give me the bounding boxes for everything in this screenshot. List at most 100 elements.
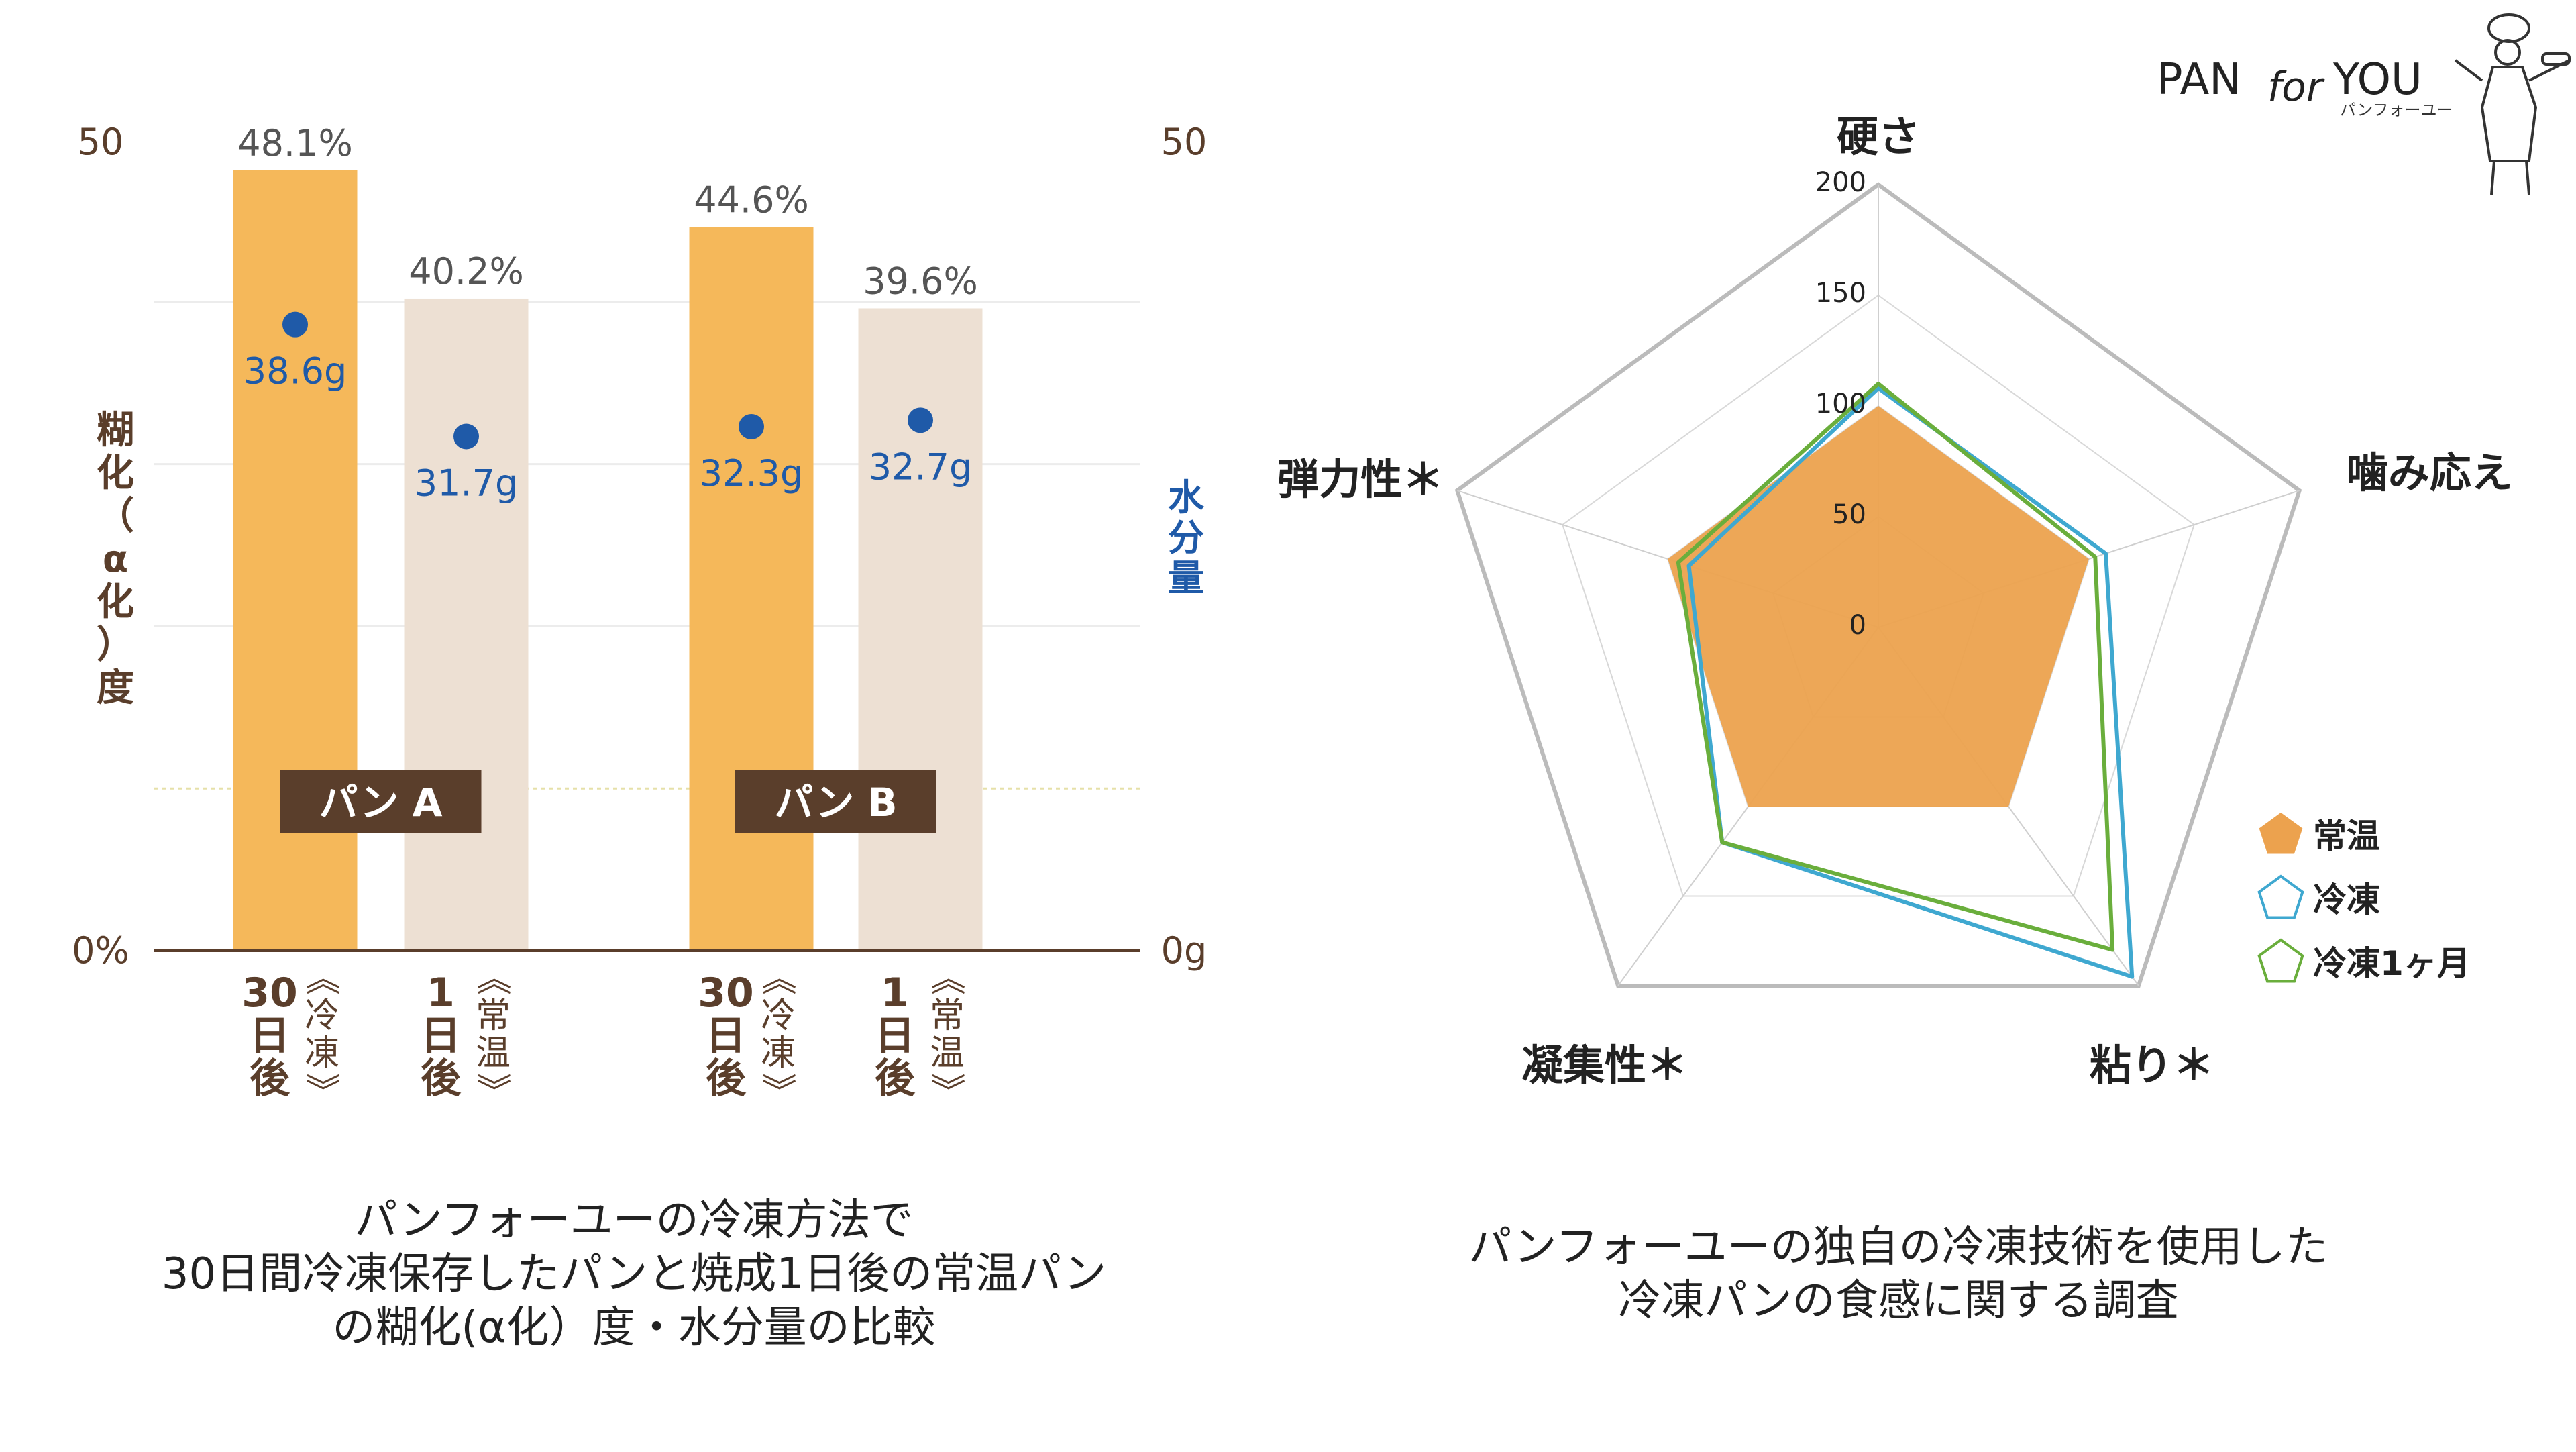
water-dot [282, 311, 308, 338]
left-axis-char: （ [97, 495, 134, 538]
bar-x-label: 温 [930, 1033, 965, 1074]
radar-axis-label: 弾力性＊ [1277, 455, 1444, 504]
legend-label: 冷凍1ヶ月 [2313, 944, 2471, 983]
left-axis-char: 糊 [97, 409, 134, 452]
left-axis-char: ） [97, 623, 134, 667]
brand-logo: PAN for YOU パンフォーユー [2157, 13, 2571, 195]
bar-x-label: 《 [472, 960, 513, 995]
bar [404, 298, 529, 951]
radar-caption-line: パンフォーユーの独自の冷凍技術を使用した [1468, 1223, 2328, 1272]
bar-x-label: 《 [757, 960, 798, 995]
bar-x-label: 》 [926, 1073, 967, 1108]
bar [858, 308, 983, 951]
bar-x-label: 後 [421, 1055, 462, 1102]
bar-x-label: 30 [698, 970, 754, 1017]
left-axis-char: 化 [97, 580, 134, 624]
group-label-box [280, 770, 482, 833]
radar-tick-label: 0 [1849, 610, 1866, 641]
radar-tick-label: 200 [1815, 167, 1866, 198]
bar-caption: パンフォーユーの冷凍方法で30日間冷凍保存したパンと焼成1日後の常温パンの糊化(… [162, 1196, 1107, 1353]
brand-kana: パンフォーユー [2340, 101, 2453, 119]
right-axis-label: 水分量 [1168, 476, 1205, 599]
group-label-box [735, 770, 936, 833]
right-tick-top: 50 [1161, 121, 1208, 163]
bar-x-label: 凍 [761, 1033, 796, 1074]
group-label: パン A [319, 780, 443, 825]
left-tick-top: 50 [78, 121, 124, 163]
bar-x-label: 日 [875, 1013, 915, 1059]
radar-line-frozen1m [1676, 382, 2115, 952]
radar-grid-ring [1562, 294, 2195, 897]
left-axis-label: 糊化（α化）度 [97, 409, 134, 710]
bar-x-label: 》 [757, 1073, 798, 1108]
water-value-label: 32.7g [869, 446, 973, 488]
bar-caption-line: 30日間冷凍保存したパンと焼成1日後の常温パン [162, 1249, 1107, 1299]
legend-swatch-frozen1m [2257, 938, 2304, 983]
radar-tick-label: 150 [1815, 278, 1866, 309]
bar-x-label: 日 [421, 1013, 461, 1059]
brand-name-right: YOU [2332, 55, 2422, 105]
bar-value-label: 39.6% [863, 260, 978, 302]
left-axis-char: α [103, 537, 128, 581]
radar-tick-label: 100 [1815, 388, 1866, 419]
water-value-label: 38.6g [244, 350, 347, 393]
bar-value-label: 40.2% [409, 250, 524, 293]
left-axis-char: 化 [97, 452, 134, 495]
radar-area-room [1668, 406, 2089, 807]
bar-x-label: 》 [301, 1073, 341, 1108]
bar-x-label: 後 [250, 1055, 290, 1102]
bar-x-label: 温 [476, 1033, 511, 1074]
bar-x-label: 後 [875, 1055, 916, 1102]
bar-x-label: 》 [472, 1073, 513, 1108]
water-dot [908, 407, 933, 433]
bar-x-label: 30 [241, 970, 298, 1017]
bar [233, 170, 358, 951]
legend-label: 冷凍 [2313, 880, 2380, 919]
radar-axis-label: 凝集性＊ [1521, 1041, 1688, 1090]
right-axis-char: 水 [1168, 476, 1205, 519]
radar-caption-line: 冷凍パンの食感に関する調査 [1618, 1276, 2178, 1326]
bar-x-label: 冷 [761, 996, 796, 1036]
radar-tick-label: 50 [1832, 499, 1866, 530]
radar-axis-label: 粘り＊ [2090, 1041, 2214, 1090]
bar-x-label: 《 [301, 960, 341, 995]
bar-x-label: 日 [706, 1013, 746, 1059]
water-value-label: 31.7g [415, 462, 519, 504]
bar-x-label: 《 [926, 960, 967, 995]
bar-x-label: 凍 [305, 1033, 339, 1074]
radar-series [1668, 382, 2135, 979]
brand-name-mid: for [2267, 64, 2325, 111]
bar-x-label: 冷 [305, 996, 339, 1036]
legend-label: 常温 [2313, 817, 2380, 855]
radar-axis-label: 噛み応え [2347, 448, 2513, 497]
group-label: パン B [774, 780, 897, 825]
right-tick-bottom: 0g [1161, 929, 1208, 972]
legend-swatch-frozen [2257, 874, 2304, 919]
right-axis-char: 量 [1168, 557, 1204, 599]
bar [689, 227, 814, 951]
bar-x-label: 日 [250, 1013, 290, 1059]
bar-value-label: 44.6% [694, 179, 809, 221]
bar-x-label: 1 [427, 970, 455, 1017]
bar-caption-line: パンフォーユーの冷凍方法で [354, 1196, 913, 1245]
bar-x-label: 1 [881, 970, 909, 1017]
legend-swatch-room [2259, 813, 2303, 854]
water-value-label: 32.3g [700, 452, 804, 495]
brand-name-left: PAN [2157, 55, 2241, 105]
radar-grid-ring [1454, 182, 2302, 988]
bar-x-label: 常 [476, 996, 511, 1036]
radar-line-frozen [1686, 386, 2135, 979]
water-dot [739, 413, 764, 439]
right-axis-char: 分 [1168, 517, 1204, 559]
bar-caption-line: の糊化(α化）度・水分量の比較 [332, 1303, 935, 1353]
left-axis-char: 度 [97, 666, 134, 710]
radar-ticks: 0 50 100 150 200 [1815, 167, 1866, 641]
bar-x-label: 後 [706, 1055, 747, 1102]
